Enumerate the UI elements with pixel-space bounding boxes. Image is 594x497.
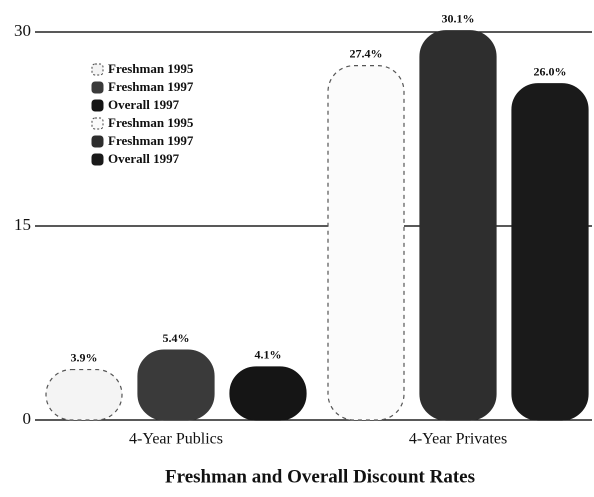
legend-label: Freshman 1995 xyxy=(108,61,194,76)
legend-swatch xyxy=(91,63,104,76)
legend-swatch xyxy=(91,135,104,148)
x-tick-label: 4-Year Privates xyxy=(409,431,507,448)
y-tick-label: 0 xyxy=(23,409,32,428)
legend-label: Freshman 1997 xyxy=(108,133,194,148)
data-label: 27.4% xyxy=(350,46,383,60)
bar xyxy=(229,366,307,421)
legend-swatch xyxy=(91,99,104,112)
data-label: 26.0% xyxy=(534,64,567,78)
chart-title: Freshman and Overall Discount Rates xyxy=(165,466,475,487)
bar xyxy=(137,349,215,421)
legend-swatch xyxy=(91,117,104,130)
legend-label: Freshman 1995 xyxy=(108,115,194,130)
data-label: 5.4% xyxy=(163,331,190,345)
bar xyxy=(419,30,497,421)
x-tick-label: 4-Year Publics xyxy=(129,431,223,448)
legend-label: Freshman 1997 xyxy=(108,79,194,94)
bar xyxy=(45,368,123,421)
legend-label: Overall 1997 xyxy=(108,97,180,112)
data-label: 4.1% xyxy=(255,348,282,362)
y-tick-label: 15 xyxy=(14,215,31,234)
legend-swatch xyxy=(91,153,104,166)
y-tick-label: 30 xyxy=(14,21,31,40)
bar xyxy=(511,83,589,421)
data-label: 3.9% xyxy=(71,350,98,364)
bar xyxy=(327,65,405,421)
legend-swatch xyxy=(91,81,104,94)
data-label: 30.1% xyxy=(442,11,475,25)
legend-label: Overall 1997 xyxy=(108,151,180,166)
